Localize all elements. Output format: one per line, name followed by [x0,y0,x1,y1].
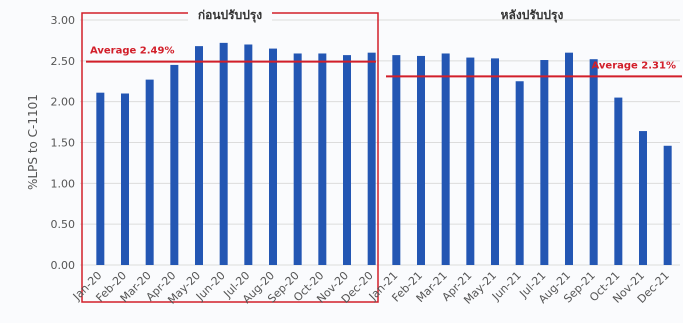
y-axis-label: %LPS to C-1101 [26,94,40,190]
bar [614,97,623,265]
bar [466,57,475,265]
bar [219,42,228,265]
bar [318,53,327,265]
bar [540,60,549,266]
average-label: Average 2.49% [90,46,174,57]
bar [96,92,105,265]
bar [663,145,672,265]
bar [195,46,203,266]
bar [441,53,450,265]
bar [367,52,376,265]
bar [121,93,129,265]
bar [293,53,302,265]
y-tick-label: 1.00 [51,177,76,190]
y-tick-label: 2.50 [51,55,76,68]
y-tick-label: 0.50 [51,218,76,231]
y-axis-ticks: 0.00 0.50 1.00 1.50 2.00 2.50 3.00 [51,14,76,272]
period-title: ก่อนปรับปรุง [198,8,262,23]
period-title-mask [188,6,272,22]
bar [392,55,401,265]
bar [515,81,524,265]
bar [343,55,351,265]
bar [170,64,179,266]
bar [589,59,598,266]
bar [639,131,647,265]
y-tick-label: 2.00 [51,96,76,109]
group-box-layer: ก่อนปรับปรุง หลังปรับปรุง [81,6,564,303]
bar [565,52,573,265]
y-tick-label: 1.50 [51,137,76,150]
average-lines: Average 2.49% Average 2.31% [86,46,682,78]
average-label: Average 2.31% [592,60,676,71]
y-tick-label: 0.00 [51,259,76,272]
bar [145,79,154,265]
y-tick-label: 3.00 [51,14,76,27]
bar [417,55,425,265]
period-title: หลังปรับปรุง [501,8,564,23]
bar [491,58,499,266]
bar-series [96,42,672,266]
x-axis-ticks: Jan-20Feb-20Mar-20Apr-20May-20Jun-20Jul-… [70,269,672,307]
bar [244,44,253,265]
bar [269,48,277,266]
